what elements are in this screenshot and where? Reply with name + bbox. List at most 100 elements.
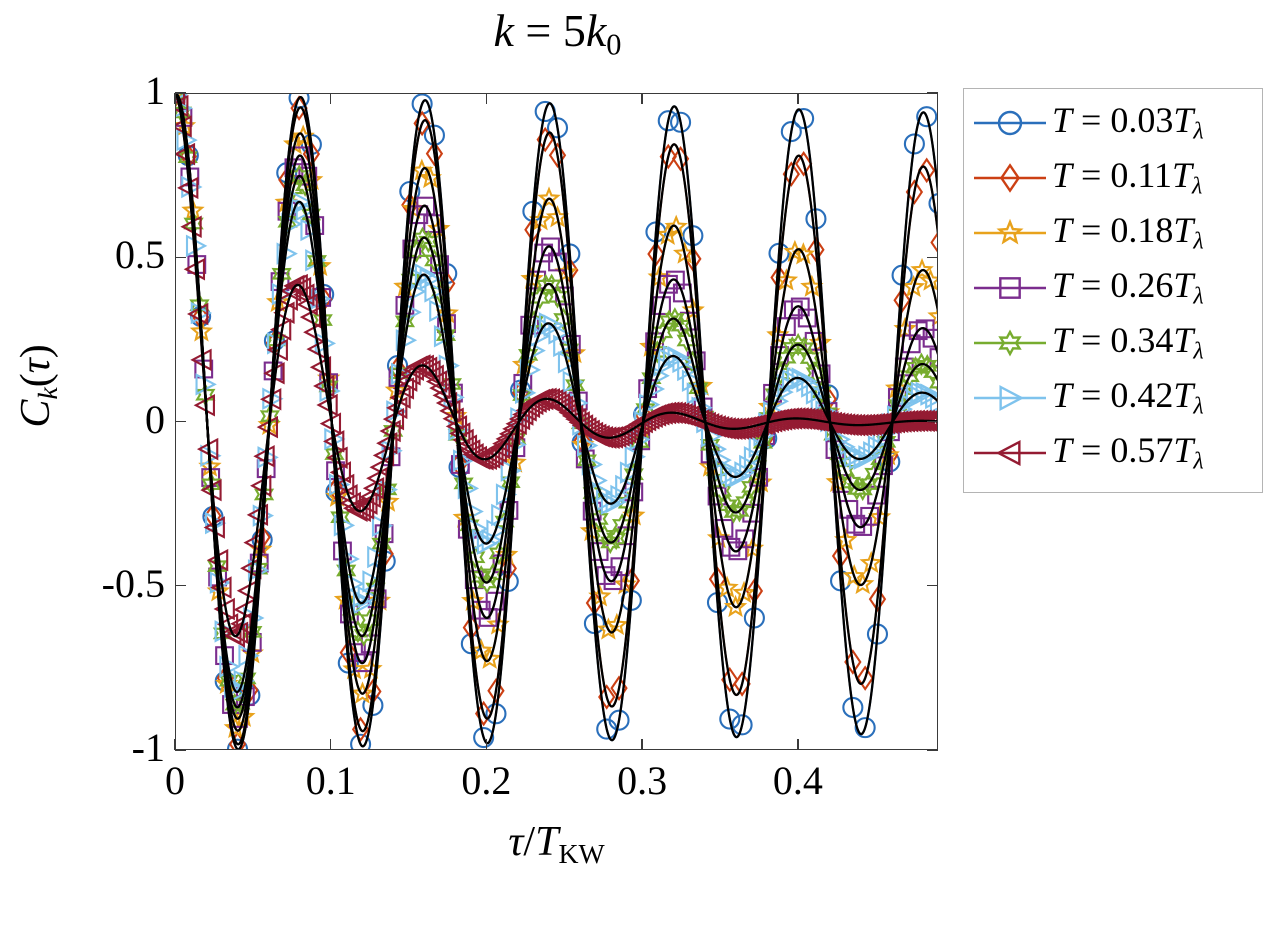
legend-label-1: T = 0.11Tλ [1052, 154, 1202, 201]
y-title-open-paren: ( [13, 373, 60, 388]
y-tick-mark [175, 585, 186, 587]
y-tick-label: -0.5 [101, 560, 165, 606]
legend-symbol-triangle-right-icon [974, 384, 1046, 411]
x-tick-mark [174, 739, 176, 750]
y-tick-label: 0.5 [115, 232, 165, 278]
legend-label-4: T = 0.34Tλ [1052, 319, 1204, 366]
legend-value: 0.34 [1110, 320, 1174, 361]
legend-symbol-pentagram-icon [974, 218, 1046, 245]
legend-value: 0.03 [1110, 100, 1174, 141]
legend-lambda-subscript: λ [1193, 448, 1204, 475]
legend-equals: = [1072, 265, 1111, 306]
legend-equals: = [1072, 375, 1111, 416]
x-tick-mark [330, 739, 332, 750]
y-tick-label: 1 [145, 68, 165, 113]
legend-Tlambda-base: T [1173, 100, 1194, 141]
legend-item-1[interactable]: T = 0.11Tλ [964, 150, 1262, 205]
legend-Tlambda-base: T [1173, 265, 1194, 306]
legend-T-symbol: T [1052, 100, 1073, 141]
legend-label-0: T = 0.03Tλ [1052, 99, 1204, 146]
x-tick-mark [641, 739, 643, 750]
x-tick-mark [797, 739, 799, 750]
legend-Tlambda-base: T [1173, 430, 1194, 471]
theory-overlay-0 [176, 94, 937, 749]
legend-T-symbol: T [1052, 375, 1073, 416]
y-tick-mark [175, 420, 186, 423]
legend-lambda-subscript: λ [1192, 173, 1203, 200]
legend-lambda-subscript: λ [1193, 338, 1204, 365]
theory-overlay-1 [176, 94, 937, 746]
legend-value: 0.11 [1110, 155, 1173, 196]
title-coefficient: 5 [562, 5, 586, 56]
x-axis-title: τ/TKW [175, 818, 938, 870]
plot-canvas [176, 94, 937, 749]
x-tick-mark [485, 93, 488, 104]
legend-symbol-square-icon [974, 276, 1046, 299]
y-tick-mark [175, 92, 186, 94]
title-k: k [493, 5, 514, 56]
title-k0-base: k [585, 5, 607, 56]
legend-item-0[interactable]: T = 0.03Tλ [964, 95, 1262, 150]
legend-item-3[interactable]: T = 0.26Tλ [964, 260, 1262, 315]
x-title-tau: τ [508, 819, 524, 865]
x-title-subscript: KW [558, 837, 605, 869]
legend-equals: = [1072, 100, 1111, 141]
legend-symbol-hexagram-icon [974, 328, 1046, 357]
y-tick-mark [927, 585, 938, 587]
legend-Tlambda-base: T [1172, 155, 1193, 196]
x-tick-mark [797, 93, 799, 104]
legend-item-6[interactable]: T = 0.57Tλ [964, 425, 1262, 480]
plot-area [175, 93, 938, 750]
legend-equals: = [1072, 320, 1111, 361]
legend-T-symbol: T [1052, 210, 1073, 251]
y-tick-label: -1 [131, 725, 165, 770]
theory-overlay-6 [176, 94, 937, 638]
y-tick-mark [927, 420, 938, 423]
legend-Tlambda-base: T [1173, 210, 1194, 251]
legend-item-5[interactable]: T = 0.42Tλ [964, 370, 1262, 425]
legend-item-4[interactable]: T = 0.34Tλ [964, 315, 1262, 370]
legend-lambda-subscript: λ [1193, 283, 1204, 310]
legend-label-6: T = 0.57Tλ [1052, 429, 1204, 476]
theory-overlay-5 [176, 94, 937, 694]
y-tick-mark [927, 749, 938, 751]
legend-equals: = [1072, 155, 1111, 196]
x-tick-label: 0 [165, 758, 185, 803]
legend-equals: = [1072, 210, 1111, 251]
y-axis-title: Ck(τ) [12, 286, 64, 486]
title-equals: = [513, 5, 563, 56]
x-title-slash: / [523, 819, 536, 865]
legend-label-5: T = 0.42Tλ [1052, 374, 1204, 421]
x-tick-label: 0.1 [305, 758, 356, 803]
legend-lambda-subscript: λ [1193, 393, 1204, 420]
legend-equals: = [1072, 430, 1111, 471]
legend-T-symbol: T [1052, 320, 1073, 361]
legend-item-2[interactable]: T = 0.18Tλ [964, 205, 1262, 260]
x-tick-mark [330, 93, 332, 104]
y-title-subscript: k [31, 387, 63, 400]
theory-overlay-4 [176, 94, 937, 709]
theory-overlay-2 [176, 94, 937, 732]
legend-T-symbol: T [1052, 430, 1073, 471]
x-tick-mark [174, 93, 176, 104]
x-tick-mark [641, 93, 643, 104]
legend-symbol-diamond-icon [974, 162, 1046, 193]
x-tick-label: 0.3 [617, 758, 668, 803]
legend-Tlambda-base: T [1173, 375, 1194, 416]
legend-symbol-triangle-left-icon [974, 439, 1046, 466]
legend[interactable]: T = 0.03Tλ T = 0.11Tλ T = 0.18Tλ T = 0.26Tλ… [963, 88, 1263, 493]
legend-value: 0.57 [1110, 430, 1174, 471]
legend-T-symbol: T [1052, 155, 1073, 196]
x-tick-label: 0.4 [772, 758, 823, 803]
legend-lambda-subscript: λ [1193, 118, 1204, 145]
legend-value: 0.42 [1110, 375, 1174, 416]
y-title-close-paren: ) [13, 344, 60, 359]
y-tick-mark [927, 256, 938, 258]
x-tick-mark [485, 739, 488, 750]
x-title-T: T [535, 819, 559, 865]
legend-lambda-subscript: λ [1193, 228, 1204, 255]
y-tick-mark [927, 92, 938, 94]
legend-Tlambda-base: T [1173, 320, 1194, 361]
y-title-C: C [13, 399, 60, 428]
